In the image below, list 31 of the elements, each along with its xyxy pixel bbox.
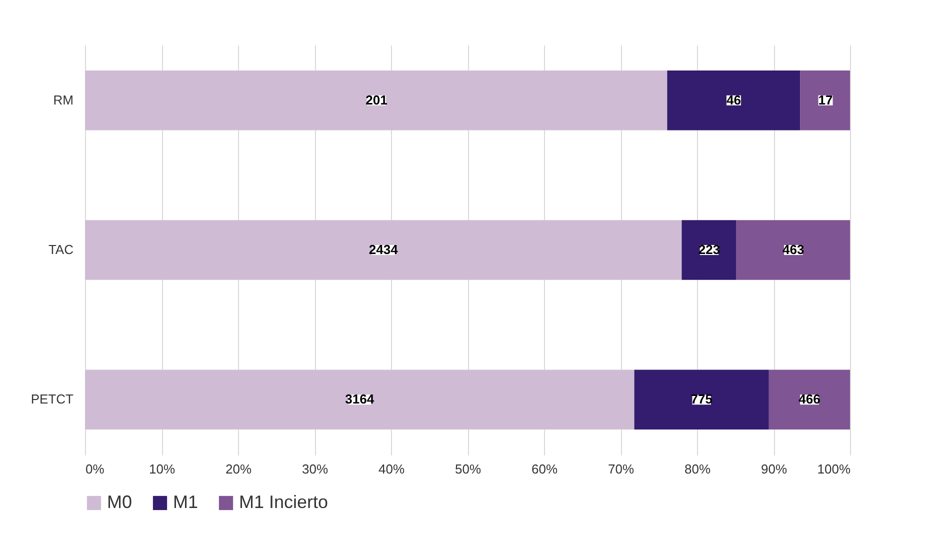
annotation: 46 (726, 92, 741, 108)
x-tick-label: 60% (531, 462, 558, 476)
x-tick-label: 0% (86, 462, 105, 476)
x-tick-label: 10% (148, 462, 176, 476)
x-tick-label: 80% (684, 462, 711, 476)
x-tick-label: 90% (760, 462, 788, 476)
legend-label: M1 (173, 492, 198, 512)
x-tick-label: 20% (225, 462, 252, 476)
x-tick-label: 100% (817, 462, 851, 476)
bar (667, 70, 800, 130)
x-tick-label: 50% (454, 462, 482, 476)
bar (85, 220, 682, 280)
bar (634, 370, 769, 430)
x-tick-label: 30% (302, 462, 328, 476)
y-tick-label: PETCT (30, 392, 74, 407)
bar (800, 70, 850, 130)
x-tick-label: 40% (378, 462, 405, 476)
legend-label: M1 Incierto (239, 492, 328, 512)
y-tick-label: TAC (48, 242, 74, 257)
annotation: 2434 (368, 242, 399, 257)
annotation: 17 (818, 92, 833, 108)
y-tick-label: RM (53, 92, 74, 108)
x-tick-label: 70% (608, 462, 634, 476)
bar (736, 220, 850, 280)
bar (768, 370, 850, 430)
annotation: 201 (366, 92, 388, 108)
annotation: 3164 (345, 392, 375, 407)
bar (85, 70, 668, 130)
bar (85, 370, 634, 430)
bar (682, 220, 736, 280)
legend-label: M0 (107, 492, 132, 512)
